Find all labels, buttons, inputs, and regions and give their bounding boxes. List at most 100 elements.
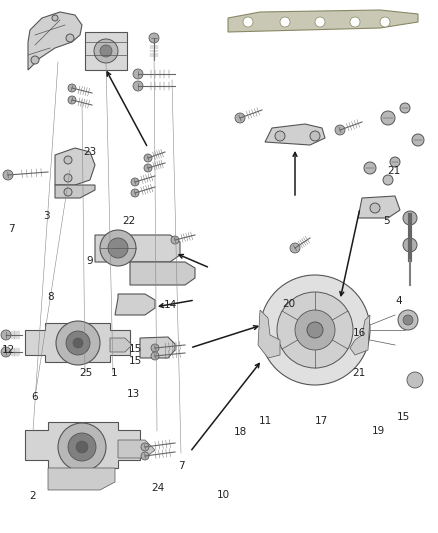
Text: 25: 25 bbox=[79, 368, 92, 378]
Circle shape bbox=[144, 154, 152, 162]
Text: 19: 19 bbox=[372, 426, 385, 435]
Text: 9: 9 bbox=[86, 256, 93, 266]
Circle shape bbox=[381, 111, 395, 125]
Circle shape bbox=[1, 330, 11, 340]
Text: 6: 6 bbox=[32, 392, 39, 402]
Text: 13: 13 bbox=[127, 390, 140, 399]
Circle shape bbox=[144, 164, 152, 172]
Circle shape bbox=[141, 443, 149, 451]
Circle shape bbox=[370, 203, 380, 213]
Circle shape bbox=[1, 347, 11, 357]
Polygon shape bbox=[115, 294, 155, 315]
Circle shape bbox=[73, 338, 83, 348]
Polygon shape bbox=[95, 235, 180, 262]
Text: 23: 23 bbox=[83, 147, 96, 157]
Polygon shape bbox=[55, 185, 95, 198]
Text: 12: 12 bbox=[2, 345, 15, 355]
Text: 7: 7 bbox=[7, 224, 14, 234]
Circle shape bbox=[149, 33, 159, 43]
Circle shape bbox=[350, 17, 360, 27]
Circle shape bbox=[275, 131, 285, 141]
Text: 3: 3 bbox=[42, 211, 49, 221]
Circle shape bbox=[398, 310, 418, 330]
Circle shape bbox=[290, 243, 300, 253]
Circle shape bbox=[310, 131, 320, 141]
Circle shape bbox=[403, 211, 417, 225]
Polygon shape bbox=[25, 422, 140, 468]
Circle shape bbox=[100, 230, 136, 266]
Polygon shape bbox=[55, 148, 95, 185]
Polygon shape bbox=[258, 310, 280, 358]
Circle shape bbox=[403, 315, 413, 325]
Circle shape bbox=[64, 156, 72, 164]
Circle shape bbox=[295, 310, 335, 350]
Polygon shape bbox=[118, 440, 155, 458]
Circle shape bbox=[76, 441, 88, 453]
Circle shape bbox=[390, 157, 400, 167]
Circle shape bbox=[151, 344, 159, 352]
Polygon shape bbox=[358, 196, 400, 218]
Text: 15: 15 bbox=[129, 344, 142, 354]
Circle shape bbox=[58, 423, 106, 471]
Text: 21: 21 bbox=[388, 166, 401, 175]
Circle shape bbox=[171, 236, 179, 244]
Text: 18: 18 bbox=[233, 427, 247, 437]
Circle shape bbox=[280, 17, 290, 27]
Text: 21: 21 bbox=[353, 368, 366, 378]
Circle shape bbox=[141, 452, 149, 460]
Polygon shape bbox=[265, 124, 325, 145]
Polygon shape bbox=[48, 468, 115, 490]
Circle shape bbox=[243, 17, 253, 27]
Circle shape bbox=[307, 322, 323, 338]
Circle shape bbox=[335, 125, 345, 135]
Circle shape bbox=[52, 15, 58, 21]
Circle shape bbox=[31, 56, 39, 64]
Circle shape bbox=[94, 39, 118, 63]
Circle shape bbox=[412, 134, 424, 146]
Circle shape bbox=[151, 352, 159, 360]
Circle shape bbox=[108, 238, 128, 258]
Circle shape bbox=[407, 372, 423, 388]
Text: 8: 8 bbox=[47, 293, 54, 302]
Circle shape bbox=[133, 81, 143, 91]
Circle shape bbox=[68, 96, 76, 104]
Circle shape bbox=[383, 175, 393, 185]
Polygon shape bbox=[25, 323, 130, 362]
Text: 17: 17 bbox=[315, 416, 328, 426]
Circle shape bbox=[380, 17, 390, 27]
Polygon shape bbox=[110, 338, 132, 352]
Polygon shape bbox=[350, 315, 370, 355]
Circle shape bbox=[235, 113, 245, 123]
Text: 22: 22 bbox=[123, 216, 136, 226]
Circle shape bbox=[131, 189, 139, 197]
Circle shape bbox=[403, 238, 417, 252]
Text: 1: 1 bbox=[110, 368, 117, 378]
Circle shape bbox=[100, 45, 112, 57]
Circle shape bbox=[66, 331, 90, 355]
Text: 7: 7 bbox=[178, 462, 185, 471]
Circle shape bbox=[3, 170, 13, 180]
Polygon shape bbox=[28, 12, 82, 70]
Circle shape bbox=[56, 321, 100, 365]
Circle shape bbox=[66, 34, 74, 42]
Circle shape bbox=[68, 84, 76, 92]
Circle shape bbox=[131, 178, 139, 186]
Circle shape bbox=[68, 433, 96, 461]
Text: 15: 15 bbox=[396, 412, 410, 422]
Circle shape bbox=[133, 69, 143, 79]
Circle shape bbox=[400, 103, 410, 113]
Text: 2: 2 bbox=[29, 491, 36, 500]
Text: 14: 14 bbox=[164, 300, 177, 310]
Circle shape bbox=[260, 275, 370, 385]
Text: 24: 24 bbox=[151, 483, 164, 492]
Bar bbox=[85, 32, 127, 70]
Text: 16: 16 bbox=[353, 328, 366, 338]
Text: 10: 10 bbox=[217, 490, 230, 499]
Polygon shape bbox=[140, 337, 175, 358]
Circle shape bbox=[364, 162, 376, 174]
Text: 5: 5 bbox=[383, 216, 390, 226]
Circle shape bbox=[64, 188, 72, 196]
Polygon shape bbox=[228, 10, 418, 32]
Text: 11: 11 bbox=[258, 416, 272, 426]
Text: 15: 15 bbox=[129, 357, 142, 366]
